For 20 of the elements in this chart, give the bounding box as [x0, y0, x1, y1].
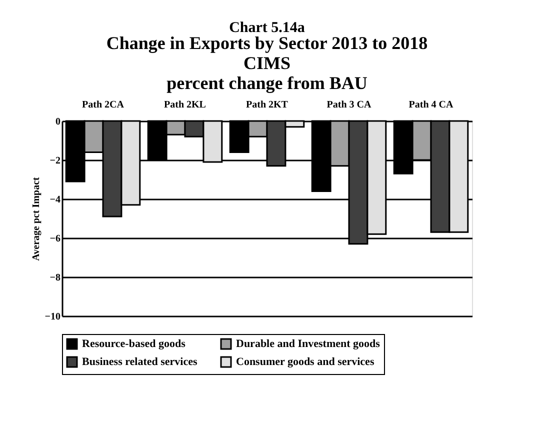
y-tick-label: −2 — [50, 156, 60, 166]
legend-label: Resource-based goods — [82, 338, 186, 350]
y-tick-label: 0 — [56, 116, 60, 128]
text: Change in Exports by Sector 2013 to 2018 — [106, 33, 428, 53]
text: CIMS — [243, 53, 291, 73]
y-tick-label: −4 — [50, 194, 60, 206]
y-axis-title: Average pct Impact — [30, 176, 42, 261]
legend-label: Consumer goods and services — [236, 356, 375, 368]
x-tick-label: Path 2KT — [246, 100, 288, 110]
y-tick-label: −6 — [50, 234, 60, 244]
chart-title: Chart 5.14a — [229, 20, 306, 36]
x-tick-label: Path 4 CA — [408, 100, 454, 110]
x-tick-label: Path 2CA — [82, 100, 125, 110]
legend-label: Business related services — [82, 356, 198, 368]
legend-label: Durable and Investment goods — [236, 338, 381, 350]
x-tick-label: Path 3 CA — [326, 100, 372, 110]
y-tick-label: −8 — [50, 272, 60, 284]
x-tick-label: Path 2KL — [164, 100, 206, 110]
text: percent change from BAU — [166, 73, 368, 93]
y-tick-label: −10 — [44, 312, 60, 322]
